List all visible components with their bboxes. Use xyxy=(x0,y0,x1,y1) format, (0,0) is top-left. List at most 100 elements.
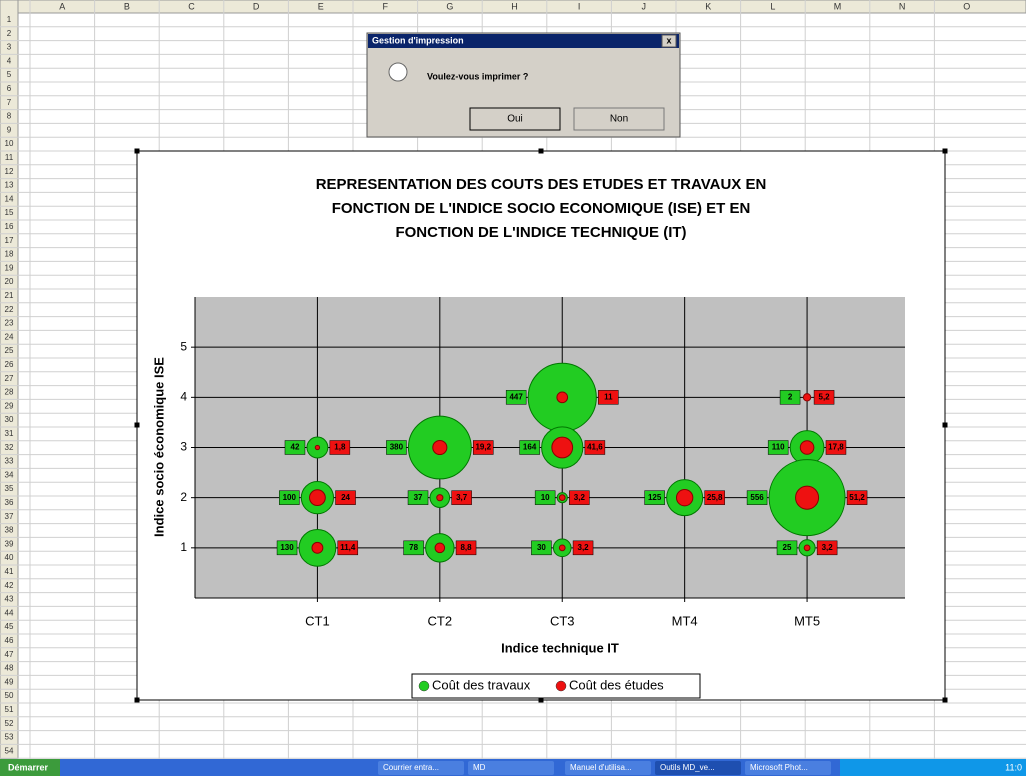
row-header: 42 xyxy=(5,581,14,590)
data-label: 11,4 xyxy=(340,543,356,552)
column-header: I xyxy=(578,1,581,11)
column-header: E xyxy=(318,1,324,11)
column-header: F xyxy=(383,1,389,11)
data-label: 3,2 xyxy=(578,543,590,552)
column-header: H xyxy=(511,1,518,11)
data-label: 5,2 xyxy=(819,392,831,401)
column-header: L xyxy=(770,1,775,11)
row-header: 47 xyxy=(5,650,14,659)
bubble xyxy=(435,543,445,553)
row-header: 26 xyxy=(5,360,14,369)
x-tick-label: MT4 xyxy=(672,613,698,628)
row-header: 37 xyxy=(5,512,14,521)
row-header: 49 xyxy=(5,677,14,686)
start-label[interactable]: Démarrer xyxy=(8,762,49,772)
bubble xyxy=(800,441,814,455)
dialog-message: Voulez-vous imprimer ? xyxy=(427,71,528,81)
data-label: 164 xyxy=(523,443,537,452)
column-header: N xyxy=(899,1,906,11)
data-label: 24 xyxy=(341,493,350,502)
row-header: 38 xyxy=(5,526,14,535)
bubble xyxy=(804,545,810,551)
close-label[interactable]: x xyxy=(666,35,671,45)
column-header: O xyxy=(963,1,970,11)
column-header: B xyxy=(124,1,130,11)
column-header: M xyxy=(834,1,842,11)
row-header: 45 xyxy=(5,622,14,631)
row-header: 41 xyxy=(5,567,14,576)
bubble xyxy=(310,490,326,506)
y-tick-label: 5 xyxy=(180,339,187,353)
row-header: 34 xyxy=(5,470,14,479)
bubble xyxy=(433,440,447,454)
row-header: 18 xyxy=(5,250,14,259)
selection-handle xyxy=(135,698,140,703)
dialog-button-label[interactable]: Non xyxy=(610,114,628,125)
taskbar-item-label[interactable]: Outils MD_ve... xyxy=(660,763,715,772)
taskbar-item-label[interactable]: MD xyxy=(473,763,486,772)
data-label: 3,7 xyxy=(456,493,468,502)
row-header: 31 xyxy=(5,429,14,438)
row-header: 19 xyxy=(5,263,14,272)
row-header: 1 xyxy=(7,15,12,24)
chart-title: FONCTION DE L'INDICE TECHNIQUE (IT) xyxy=(395,224,686,241)
row-header: 48 xyxy=(5,664,14,673)
column-header: C xyxy=(188,1,195,11)
data-label: 25,8 xyxy=(707,493,723,502)
legend-marker xyxy=(556,681,566,691)
y-tick-label: 3 xyxy=(180,440,187,454)
row-header: 11 xyxy=(5,153,14,162)
row-header: 14 xyxy=(5,194,14,203)
dialog-button-label[interactable]: Oui xyxy=(507,114,523,125)
bubble xyxy=(803,394,810,401)
chart-title: REPRESENTATION DES COUTS DES ETUDES ET T… xyxy=(316,176,767,193)
x-tick-label: MT5 xyxy=(794,613,820,628)
data-label: 380 xyxy=(390,443,404,452)
bubble xyxy=(796,486,819,509)
column-header: A xyxy=(59,1,65,11)
row-header: 29 xyxy=(5,401,14,410)
dialog-title: Gestion d'impression xyxy=(372,35,464,45)
row-header: 27 xyxy=(5,374,14,383)
legend-label: Coût des travaux xyxy=(432,677,531,692)
row-header: 23 xyxy=(5,319,14,328)
bubble xyxy=(559,495,565,501)
row-header: 28 xyxy=(5,388,14,397)
column-header: J xyxy=(641,1,646,11)
taskbar-item-label[interactable]: Manuel d'utilisa... xyxy=(570,763,632,772)
row-header: 6 xyxy=(7,84,12,93)
taskbar-item-label[interactable]: Microsoft Phot... xyxy=(750,763,808,772)
row-header: 39 xyxy=(5,539,14,548)
tray xyxy=(840,759,1026,776)
selection-handle xyxy=(135,149,140,154)
legend-label: Coût des études xyxy=(569,677,664,692)
column-header: G xyxy=(446,1,453,11)
legend-marker xyxy=(419,681,429,691)
row-header: 13 xyxy=(5,181,14,190)
selection-handle xyxy=(943,698,948,703)
row-header: 12 xyxy=(5,167,14,176)
row-header: 24 xyxy=(5,332,14,341)
y-axis-title: Indice socio économique ISE xyxy=(151,357,166,537)
row-header: 9 xyxy=(7,125,12,134)
row-header: 22 xyxy=(5,305,14,314)
row-header: 52 xyxy=(5,719,14,728)
y-tick-label: 1 xyxy=(180,540,187,554)
bubble xyxy=(559,545,565,551)
row-header: 51 xyxy=(5,705,14,714)
data-label: 3,2 xyxy=(574,493,586,502)
data-label: 37 xyxy=(414,493,423,502)
row-header: 44 xyxy=(5,608,14,617)
selection-handle xyxy=(539,149,544,154)
row-header: 54 xyxy=(5,746,14,755)
taskbar-item-label[interactable]: Courrier entra... xyxy=(383,763,439,772)
data-label: 556 xyxy=(750,493,764,502)
row-header: 32 xyxy=(5,443,14,452)
data-label: 78 xyxy=(409,543,418,552)
row-header: 15 xyxy=(5,208,14,217)
column-header: D xyxy=(253,1,260,11)
row-header: 20 xyxy=(5,277,14,286)
y-tick-label: 4 xyxy=(180,390,187,404)
row-header: 7 xyxy=(7,98,12,107)
x-tick-label: CT1 xyxy=(305,613,330,628)
